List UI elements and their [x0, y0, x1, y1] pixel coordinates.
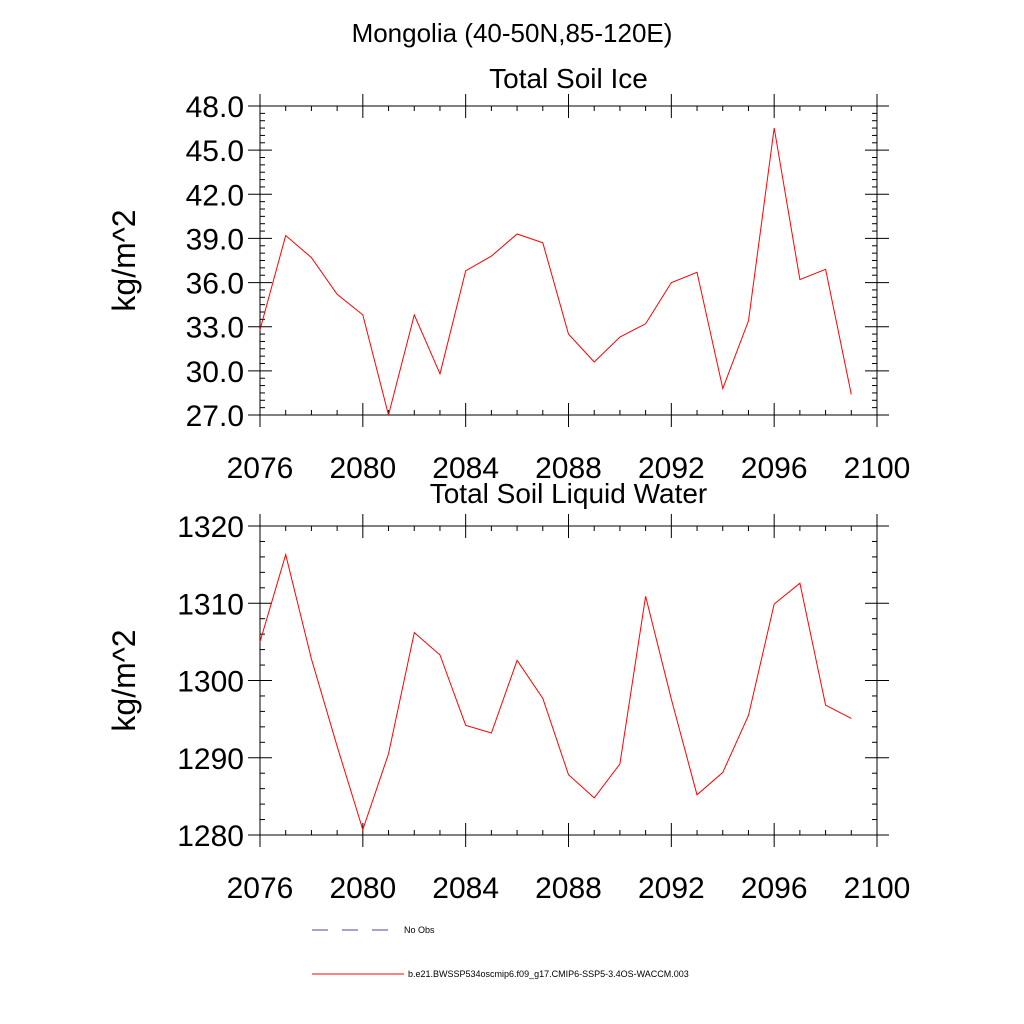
y-axis-label: kg/m^2	[106, 209, 142, 311]
x-tick-label: 2076	[227, 872, 294, 905]
y-tick-label: 36.0	[186, 268, 244, 301]
y-tick-label: 1310	[177, 588, 244, 621]
x-tick-label: 2096	[741, 872, 808, 905]
chart-panel-1: Total Soil Ice kg/m^2 2076 2080 2084 2088 2092…	[106, 63, 910, 485]
chart-title: Total Soil Liquid Water	[430, 478, 708, 509]
x-tick-label: 2076	[227, 452, 294, 485]
x-tick-label: 2092	[638, 872, 705, 905]
y-tick-label: 39.0	[186, 223, 244, 256]
plot-frame	[259, 525, 878, 836]
x-tick-label: 2092	[638, 452, 705, 485]
legend-label-model: b.e21.BWSSP534oscmip6.f09_g17.CMIP6-SSP5…	[408, 969, 689, 979]
y-tick-label: 30.0	[186, 356, 244, 389]
legend-label-no-obs: No Obs	[404, 925, 435, 935]
x-tick-label: 2080	[329, 872, 396, 905]
x-tick-label: 2100	[844, 452, 911, 485]
x-tick-label: 2088	[535, 872, 602, 905]
y-tick-label: 48.0	[186, 91, 244, 124]
x-tick-label: 2084	[432, 452, 499, 485]
series-line-1	[259, 128, 852, 416]
y-axis-label: kg/m^2	[106, 629, 142, 731]
figure-title: Mongolia (40-50N,85-120E)	[352, 18, 673, 48]
series-line-1	[259, 552, 852, 832]
chart-panel-2: Total Soil Liquid Water kg/m^2 2076 2080 208…	[106, 478, 910, 905]
x-tick-label: 2084	[432, 872, 499, 905]
x-tick-label: 2100	[844, 872, 911, 905]
y-tick-label: 1290	[177, 743, 244, 776]
y-tick-label: 45.0	[186, 135, 244, 168]
chart-panels: Total Soil Ice kg/m^2 2076 2080 2084 2088 2092…	[106, 63, 910, 905]
y-tick-label: 1280	[177, 820, 244, 853]
y-tick-label: 27.0	[186, 400, 244, 433]
y-tick-label: 33.0	[186, 312, 244, 345]
plot-frame	[259, 105, 878, 416]
x-tick-label: 2080	[329, 452, 396, 485]
y-tick-label: 1300	[177, 666, 244, 699]
x-tick-label: 2096	[741, 452, 808, 485]
legend: No Obs b.e21.BWSSP534oscmip6.f09_g17.CMI…	[312, 925, 689, 979]
y-tick-label: 42.0	[186, 179, 244, 212]
x-tick-label: 2088	[535, 452, 602, 485]
chart-title: Total Soil Ice	[489, 63, 648, 94]
y-tick-label: 1320	[177, 511, 244, 544]
